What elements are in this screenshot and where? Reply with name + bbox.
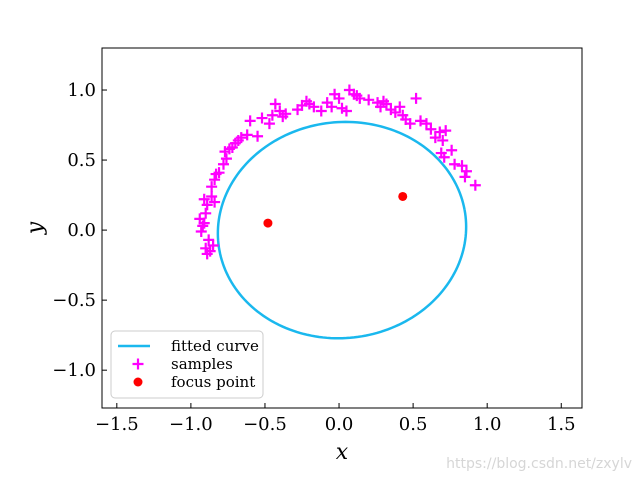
sample-point <box>438 151 450 163</box>
legend-box <box>110 330 264 399</box>
y-tick-label: 0.0 <box>67 220 96 241</box>
sample-point <box>204 245 216 257</box>
sample-point <box>195 226 207 238</box>
legend-swatch-focus-point <box>133 377 143 387</box>
sample-point <box>389 106 401 118</box>
sample-point <box>415 115 427 127</box>
sample-point <box>220 153 232 165</box>
sample-point <box>241 129 253 141</box>
sample-point <box>363 94 375 106</box>
sample-point <box>203 234 215 246</box>
watermark-text: https://blog.csdn.net/zxylv <box>446 456 632 472</box>
x-tick-label: −1.5 <box>95 414 139 435</box>
sample-point <box>244 115 256 127</box>
sample-point <box>446 144 458 156</box>
sample-point <box>456 160 468 172</box>
sample-point <box>198 193 210 205</box>
legend-swatch-samples <box>132 358 144 370</box>
sample-point <box>217 158 229 170</box>
sample-point <box>425 123 437 135</box>
sample-point <box>375 101 387 113</box>
fitted-curve-line <box>216 120 468 340</box>
legend: fitted curve samples focus point <box>110 330 264 399</box>
x-tick-label: 0.0 <box>325 414 354 435</box>
sample-point <box>252 130 264 142</box>
x-tick-label: −0.5 <box>243 414 287 435</box>
legend-label-fitted-curve: fitted curve <box>171 337 259 355</box>
sample-point <box>460 165 472 177</box>
sample-point <box>274 105 286 117</box>
sample-point <box>354 92 366 104</box>
series-layer <box>194 84 481 340</box>
sample-point <box>209 174 221 186</box>
x-tick-label: −1.0 <box>169 414 213 435</box>
sample-point <box>326 101 338 113</box>
sample-point <box>206 181 218 193</box>
sample-point <box>263 118 275 130</box>
sample-point <box>209 196 221 208</box>
sample-point <box>440 125 452 137</box>
sample-point <box>200 207 212 219</box>
legend-label-samples: samples <box>171 355 233 373</box>
x-tick-label: 1.0 <box>473 414 502 435</box>
sample-point <box>266 109 278 121</box>
axes-frame <box>101 47 583 409</box>
sample-point <box>256 112 268 124</box>
sample-point <box>269 98 281 110</box>
sample-point <box>207 240 219 252</box>
sample-point <box>404 118 416 130</box>
sample-point <box>394 101 406 113</box>
sample-point <box>380 98 392 110</box>
sample-point <box>280 108 292 120</box>
y-tick-label: 0.5 <box>67 150 96 171</box>
sample-point <box>437 134 449 146</box>
sample-point <box>206 190 218 202</box>
y-tick-label: 1.0 <box>67 80 96 101</box>
sample-point <box>429 132 441 144</box>
sample-point <box>198 217 210 229</box>
ticks-layer: −1.5 −1.0 −0.5 0.0 0.5 1.0 1.5 −1.0 −0.5 0.0 0.5 1.… <box>52 80 575 435</box>
sample-point <box>434 126 446 138</box>
y-axis-label: y <box>23 221 48 235</box>
sample-point <box>469 179 481 191</box>
sample-point <box>410 92 422 104</box>
legend-plus-marker <box>132 358 144 370</box>
sample-point <box>420 118 432 130</box>
sample-point <box>315 105 327 117</box>
focus-point <box>398 191 408 201</box>
focus-point <box>263 218 273 228</box>
sample-point <box>235 132 247 144</box>
sample-point <box>449 158 461 170</box>
sample-point <box>459 171 471 183</box>
sample-point <box>308 101 320 113</box>
sample-point <box>333 92 345 104</box>
sample-point <box>340 105 352 117</box>
x-tick-label: 1.5 <box>547 414 576 435</box>
sample-point <box>201 199 213 211</box>
sample-point <box>213 167 225 179</box>
legend-label-focus-point: focus point <box>171 373 255 391</box>
y-tick-label: −0.5 <box>52 290 96 311</box>
y-tick-label: −1.0 <box>52 360 96 381</box>
x-tick-label: 0.5 <box>399 414 428 435</box>
x-axis-label: x <box>336 440 349 465</box>
